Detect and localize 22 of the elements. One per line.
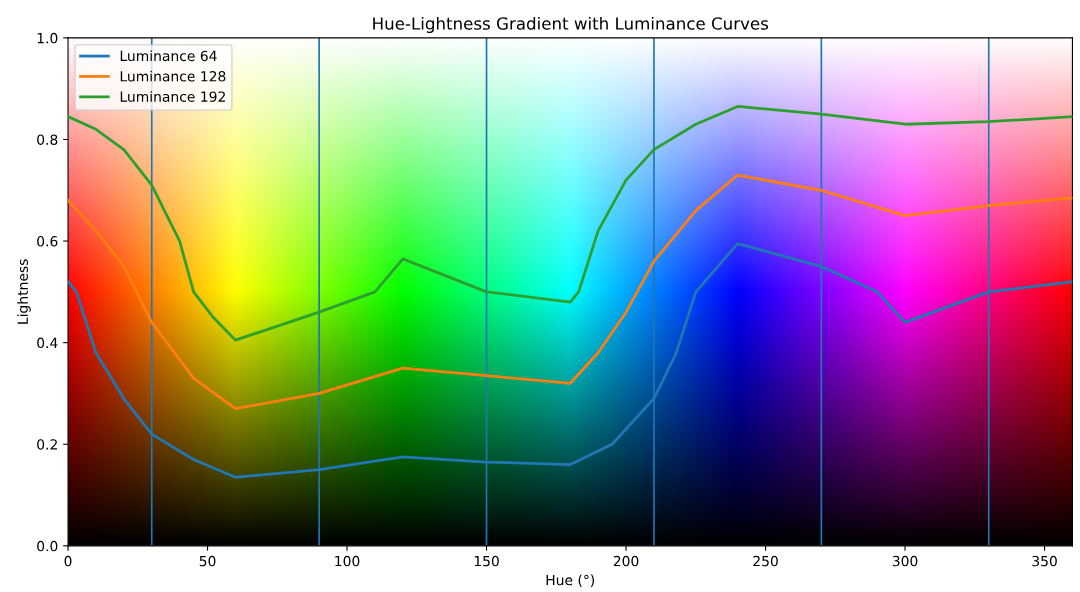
chart-title: Hue-Lightness Gradient with Luminance Curves [373, 16, 769, 34]
y-axis-title: Lightness [17, 259, 31, 324]
x-tick-label: 350 [1032, 555, 1057, 567]
legend-label: Luminance 64 [120, 50, 217, 62]
x-tick-label: 300 [892, 555, 918, 567]
x-tick-label: 250 [753, 555, 778, 567]
y-tick-label: 1.0 [37, 32, 58, 44]
y-tick-label: 0.0 [37, 540, 58, 552]
y-tick-label: 0.8 [37, 134, 58, 145]
x-tick-label: 150 [474, 555, 499, 567]
y-tick-label: 0.2 [37, 439, 57, 450]
legend-label: Luminance 192 [120, 91, 225, 102]
x-axis-title: Hue (°) [546, 574, 595, 587]
line-series [68, 173, 1073, 411]
x-tick-label: 50 [199, 555, 216, 567]
x-tick-label: 100 [335, 555, 360, 567]
x-tick-label: 200 [613, 555, 639, 567]
legend-label: Luminance 128 [120, 70, 226, 82]
y-tick-label: 0.6 [37, 236, 58, 247]
x-tick-label: 0 [64, 555, 72, 567]
y-tick-label: 0.4 [37, 337, 58, 349]
line-series [68, 105, 1073, 342]
